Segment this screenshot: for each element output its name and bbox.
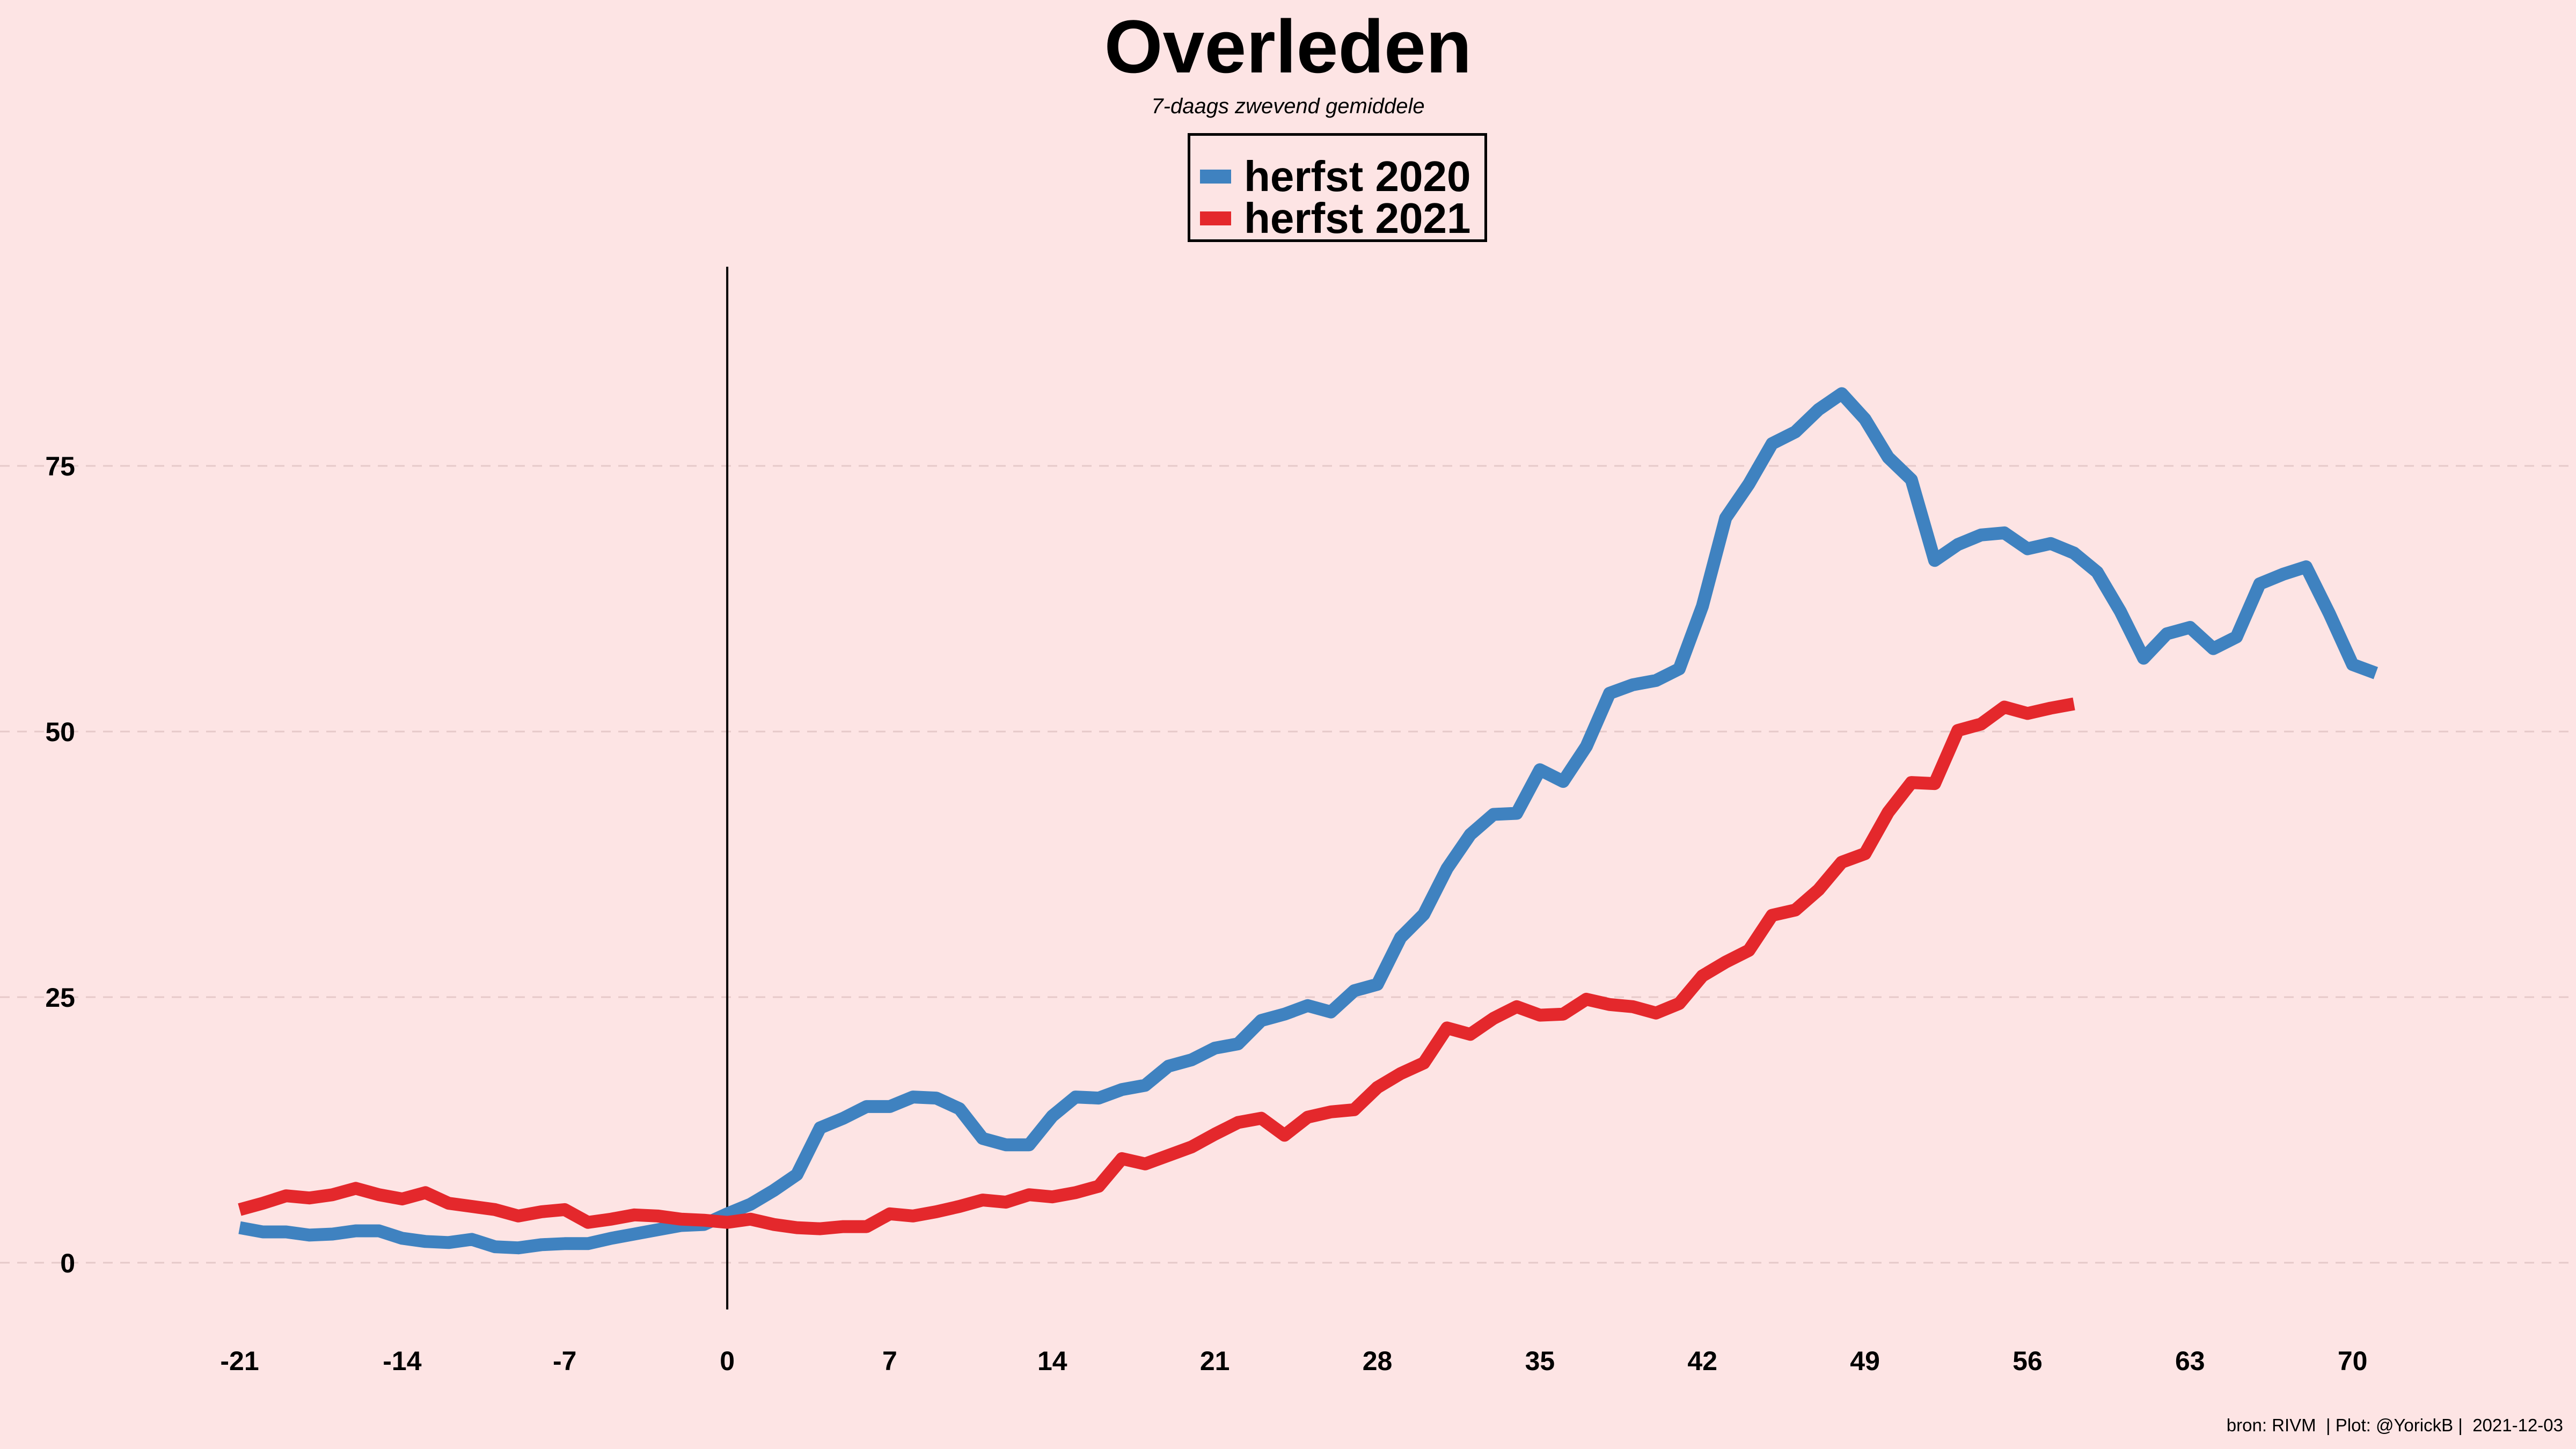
- x-tick-label: 56: [2012, 1346, 2043, 1376]
- x-tick-label: -14: [383, 1346, 421, 1376]
- x-tick-label: 49: [1850, 1346, 1880, 1376]
- legend-item-herfst-2020: herfst 2020: [1200, 155, 1470, 198]
- legend-item-herfst-2021: herfst 2021: [1200, 197, 1470, 240]
- legend-swatch-herfst-2020: [1200, 170, 1231, 184]
- x-tick-label: 0: [720, 1346, 735, 1376]
- chart-title: Overleden: [1104, 4, 1472, 89]
- x-tick-label: 70: [2338, 1346, 2368, 1376]
- legend: herfst 2020 herfst 2021: [1188, 133, 1487, 242]
- x-tick-labels: -21 -14 -7 0 7 14 21 28 35 42 49 56 63 70: [220, 1346, 2367, 1376]
- x-tick-label: 35: [1525, 1346, 1555, 1376]
- grid-lines: [0, 465, 2576, 1264]
- chart-subtitle: 7-daags zwevend gemiddele: [1151, 94, 1425, 118]
- legend-label-herfst-2021: herfst 2021: [1244, 194, 1471, 242]
- source-caption: bron: RIVM | Plot: @YorickB | 2021-12-03: [2226, 1415, 2563, 1435]
- x-tick-label: 28: [1363, 1346, 1393, 1376]
- series-line-herfst-2020: [238, 387, 2379, 1255]
- legend-label-herfst-2020: herfst 2020: [1244, 152, 1471, 200]
- y-tick-labels: 0 25 50 75: [45, 451, 75, 1278]
- x-tick-label: 42: [1687, 1346, 1717, 1376]
- x-tick-label: 7: [882, 1346, 897, 1376]
- y-tick-label: 0: [60, 1248, 75, 1278]
- legend-swatch-herfst-2021: [1200, 211, 1231, 225]
- y-tick-label: 25: [45, 983, 75, 1013]
- x-tick-label: -7: [553, 1346, 576, 1376]
- y-tick-label: 75: [45, 451, 75, 481]
- x-tick-label: 21: [1200, 1346, 1230, 1376]
- y-tick-label: 50: [45, 717, 75, 747]
- x-tick-label: 14: [1037, 1346, 1067, 1376]
- x-tick-label: -21: [220, 1346, 259, 1376]
- series-line-herfst-2021: [238, 697, 2075, 1235]
- series-lines: [238, 387, 2379, 1255]
- x-tick-label: 63: [2175, 1346, 2205, 1376]
